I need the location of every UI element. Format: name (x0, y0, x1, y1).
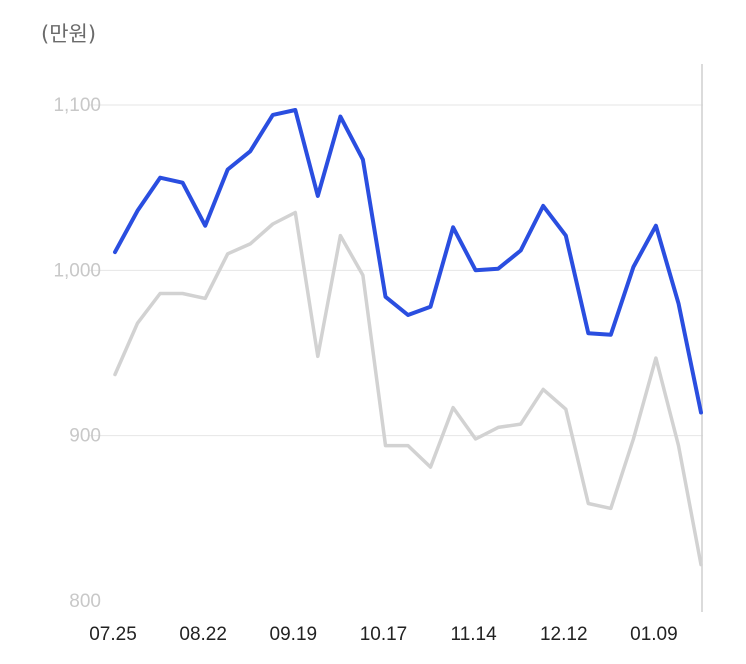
x-tick-label: 08.22 (179, 624, 227, 645)
y-axis: 800 900 1,000 1,100 (53, 95, 101, 612)
y-tick-label: 1,000 (53, 260, 101, 281)
x-tick-label: 09.19 (270, 624, 318, 645)
series-lines (113, 108, 703, 567)
x-axis: 07.25 08.22 09.19 10.17 11.14 12.12 01.09 (89, 624, 677, 645)
y-unit-label: (만원) (41, 22, 97, 46)
y-tick-label: 800 (69, 591, 101, 612)
x-tick-label: 07.25 (89, 624, 137, 645)
x-tick-label: 01.09 (630, 624, 678, 645)
series-line-0 (113, 108, 703, 415)
x-tick-label: 11.14 (451, 624, 498, 645)
x-tick-label: 10.17 (360, 624, 408, 645)
gridlines (88, 64, 703, 612)
x-tick-label: 12.12 (540, 624, 588, 645)
y-tick-label: 1,100 (53, 95, 101, 116)
series-line-1 (113, 210, 703, 567)
y-tick-label: 900 (69, 426, 101, 447)
